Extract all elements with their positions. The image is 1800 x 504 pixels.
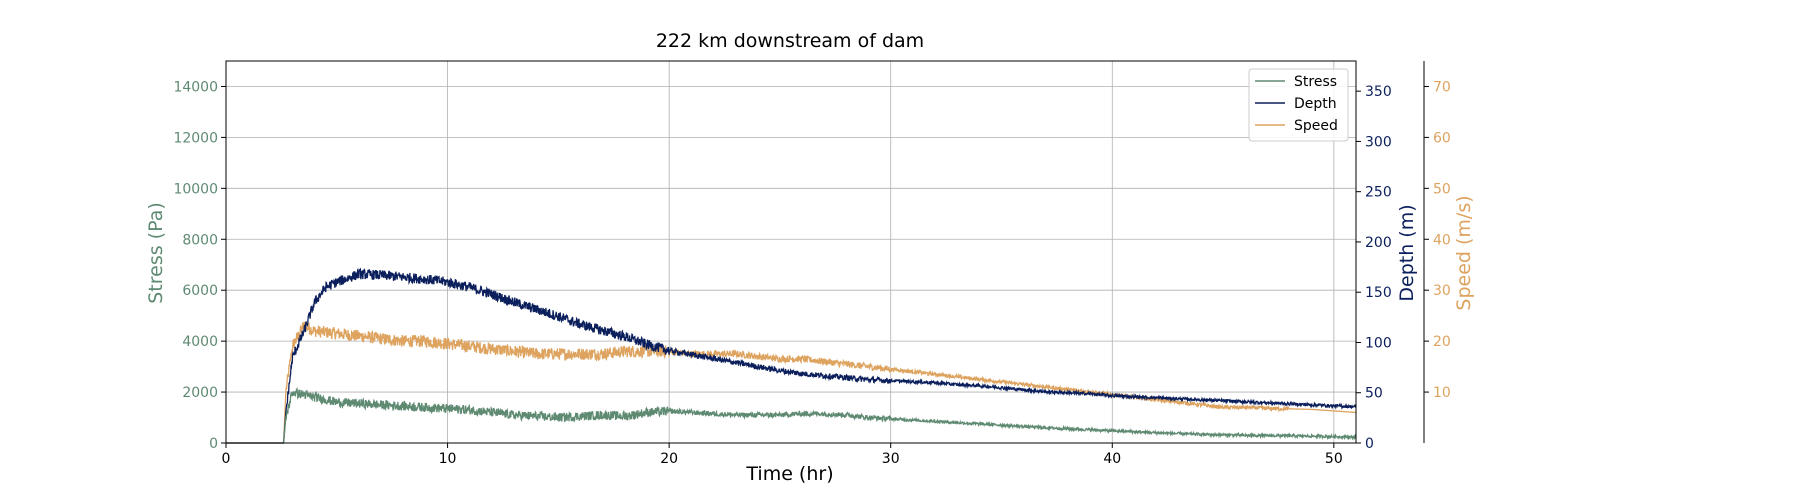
grid <box>225 61 1356 444</box>
stress-tick-label-6: 12000 <box>173 130 218 146</box>
depth-tick-label-0: 0 <box>1365 436 1374 452</box>
stress-axis-label: Stress (Pa) <box>145 202 167 304</box>
stress-tick-label-2: 4000 <box>182 334 218 350</box>
stress-tick-label-7: 14000 <box>173 79 218 95</box>
x-tick-label-0: 0 <box>222 451 231 467</box>
depth-tick-label-7: 350 <box>1365 84 1392 100</box>
stress-axis: 0 2000 4000 6000 8000 10000 12000 14000 <box>173 79 226 452</box>
speed-tick-label-3: 40 <box>1433 232 1451 248</box>
speed-tick-label-0: 10 <box>1433 385 1451 401</box>
x-tick-label-4: 40 <box>1103 451 1121 467</box>
speed-tick-label-6: 70 <box>1433 79 1451 95</box>
series-line-depth <box>226 267 1357 444</box>
speed-tick-label-5: 60 <box>1433 130 1451 146</box>
depth-tick-label-2: 100 <box>1365 335 1392 351</box>
series-line-speed <box>226 321 1356 444</box>
legend-label-speed: Speed <box>1294 118 1338 134</box>
speed-tick-label-4: 50 <box>1433 181 1451 197</box>
series-line-stress <box>226 386 1357 444</box>
x-tick-label-5: 50 <box>1325 451 1343 467</box>
depth-tick-label-3: 150 <box>1365 285 1392 301</box>
depth-tick-label-4: 200 <box>1365 235 1392 251</box>
stress-tick-label-4: 8000 <box>182 232 218 248</box>
x-tick-label-1: 10 <box>439 451 457 467</box>
chart-title: 222 km downstream of dam <box>656 30 924 52</box>
stress-tick-label-0: 0 <box>209 436 218 452</box>
depth-tick-label-1: 50 <box>1365 386 1383 402</box>
stress-tick-label-5: 10000 <box>173 181 218 197</box>
plot-area <box>225 60 1357 444</box>
legend-label-stress: Stress <box>1294 74 1337 90</box>
depth-tick-label-5: 250 <box>1365 185 1392 201</box>
x-tick-label-2: 20 <box>660 451 678 467</box>
legend: Stress Depth Speed <box>1248 68 1349 142</box>
speed-axis: 10 20 30 40 50 60 70 <box>1423 61 1451 443</box>
plot-frame <box>225 60 1357 444</box>
legend-label-depth: Depth <box>1294 96 1337 112</box>
speed-axis-label: Speed (m/s) <box>1453 195 1475 310</box>
depth-axis-label: Depth (m) <box>1396 204 1418 301</box>
speed-tick-label-2: 30 <box>1433 283 1451 299</box>
stress-tick-label-1: 2000 <box>182 385 218 401</box>
x-tick-label-3: 30 <box>882 451 900 467</box>
series-layer <box>226 267 1357 444</box>
x-axis: 0 10 20 30 40 50 <box>222 443 1343 467</box>
depth-tick-label-6: 300 <box>1365 134 1392 150</box>
stress-tick-label-3: 6000 <box>182 283 218 299</box>
legend-box <box>1248 68 1349 142</box>
depth-axis: 0 50 100 150 200 250 300 350 <box>1356 84 1392 452</box>
x-axis-label: Time (hr) <box>745 463 833 485</box>
speed-tick-label-1: 20 <box>1433 334 1451 350</box>
